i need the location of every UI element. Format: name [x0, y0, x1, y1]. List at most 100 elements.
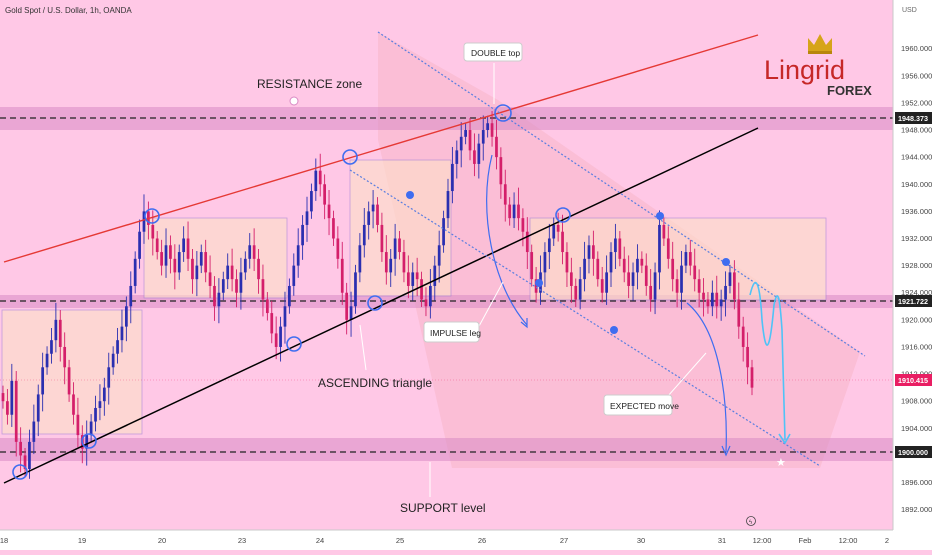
candle-body	[649, 285, 653, 300]
candle-body	[733, 272, 736, 300]
swing-dot	[535, 279, 543, 287]
candle-body	[98, 401, 102, 408]
candle-body	[583, 258, 586, 280]
candle-body	[89, 421, 93, 436]
candle-body	[631, 272, 635, 286]
y-tick-label: 1920.000	[901, 315, 932, 324]
x-tick-label: 20	[158, 536, 166, 545]
double-top-label: DOUBLE top	[471, 48, 520, 58]
candle-body	[354, 272, 357, 307]
candle-body	[226, 265, 230, 280]
x-tick-label: 12:00	[839, 536, 858, 545]
swing-dot	[722, 258, 730, 266]
candle-body	[680, 265, 683, 293]
x-tick-label: 23	[238, 536, 246, 545]
candle-body	[151, 224, 155, 239]
candle-body	[142, 211, 146, 232]
candle-body	[481, 130, 485, 144]
candle-body	[169, 245, 172, 259]
impulse-leg-box	[423, 321, 480, 343]
candle-body	[345, 292, 349, 320]
y-tick-label: 1956.000	[901, 71, 932, 80]
candle-body	[186, 238, 190, 259]
candle-body	[464, 130, 467, 137]
candle-body	[600, 279, 604, 293]
expected-move-box	[603, 394, 673, 416]
candle-body	[129, 285, 133, 307]
ascending-triangle-label: ASCENDING triangle	[318, 376, 432, 390]
double-top-box	[463, 42, 523, 62]
candle-body	[671, 258, 675, 280]
range-box-1	[1, 309, 143, 435]
candle-body	[653, 272, 657, 300]
candle-body	[301, 224, 304, 246]
candle-body	[433, 265, 437, 286]
candle-body	[521, 218, 525, 232]
candle-body	[58, 319, 62, 347]
candle-body	[662, 224, 666, 239]
candle-body	[102, 387, 106, 402]
candle-body	[543, 252, 547, 273]
lingrid-logo: Lingrid FOREX	[764, 34, 872, 98]
swing-circle	[367, 295, 383, 311]
candle-body	[688, 252, 692, 266]
candle-body	[393, 238, 397, 259]
candle-body	[323, 184, 326, 205]
time-axis[interactable]: 18 19 20 23 24 25 26 27 30 31 12:00 Feb 12:00 2 ϟ	[0, 516, 932, 551]
candle-body	[605, 272, 608, 293]
candle-body	[239, 272, 243, 293]
price-axis[interactable]: USD 1960.000 1956.000 1952.000 1948.000 1944…	[892, 0, 932, 550]
y-tick-label: 1944.000	[901, 153, 932, 162]
impulse-arrow	[486, 154, 528, 326]
x-tick-labels: 18 19 20 23 24 25 26 27 30 31 12:00 Feb 12:00 2	[0, 536, 889, 545]
swing-dot	[406, 191, 414, 199]
candle-body	[574, 285, 578, 300]
candle-body	[182, 238, 186, 253]
arrows: ★	[289, 63, 791, 497]
y-tick-label: 1948.000	[901, 126, 932, 135]
candle-body	[512, 204, 516, 219]
candle-body	[221, 279, 225, 293]
candle-body	[41, 367, 45, 395]
candle-body	[265, 299, 269, 314]
candle-body	[85, 435, 89, 449]
candle-body	[534, 279, 538, 293]
y-tick-label: 1960.000	[901, 44, 932, 53]
y-tick-label: 1924.000	[901, 288, 932, 297]
candle-body	[609, 252, 613, 273]
y-tick-label: 1908.000	[901, 397, 932, 406]
candle-body	[508, 204, 512, 219]
support-zone-band	[0, 438, 893, 461]
candle-body	[437, 245, 441, 266]
candle-body	[429, 285, 432, 307]
candle-body	[138, 231, 141, 259]
candle-body	[530, 252, 534, 280]
x-tick-label: 25	[396, 536, 404, 545]
candle-body	[296, 245, 300, 266]
tag-support-text: 1900.000	[898, 448, 928, 457]
candle-body	[486, 123, 490, 131]
candle-body	[10, 380, 14, 415]
target-star-icon: ★	[776, 457, 786, 469]
candle-body	[715, 292, 719, 307]
candle-body	[710, 292, 714, 307]
candle-body	[367, 211, 371, 225]
candle-body	[72, 394, 75, 415]
tag-mid	[895, 295, 932, 307]
candle-body	[495, 136, 498, 158]
candle-body	[310, 191, 313, 212]
x-tick-label: 27	[560, 536, 568, 545]
x-tick-label: 18	[0, 536, 8, 545]
candle-body	[702, 292, 705, 300]
y-tick-label: 1896.000	[901, 478, 932, 487]
candle-body	[517, 204, 520, 219]
candle-body	[477, 143, 481, 164]
candle-body	[627, 272, 631, 286]
candle-body	[587, 245, 591, 259]
tag-support	[895, 446, 932, 458]
impulse-arrowhead	[520, 318, 528, 329]
candle-body	[741, 326, 745, 347]
candle-body	[362, 224, 366, 246]
